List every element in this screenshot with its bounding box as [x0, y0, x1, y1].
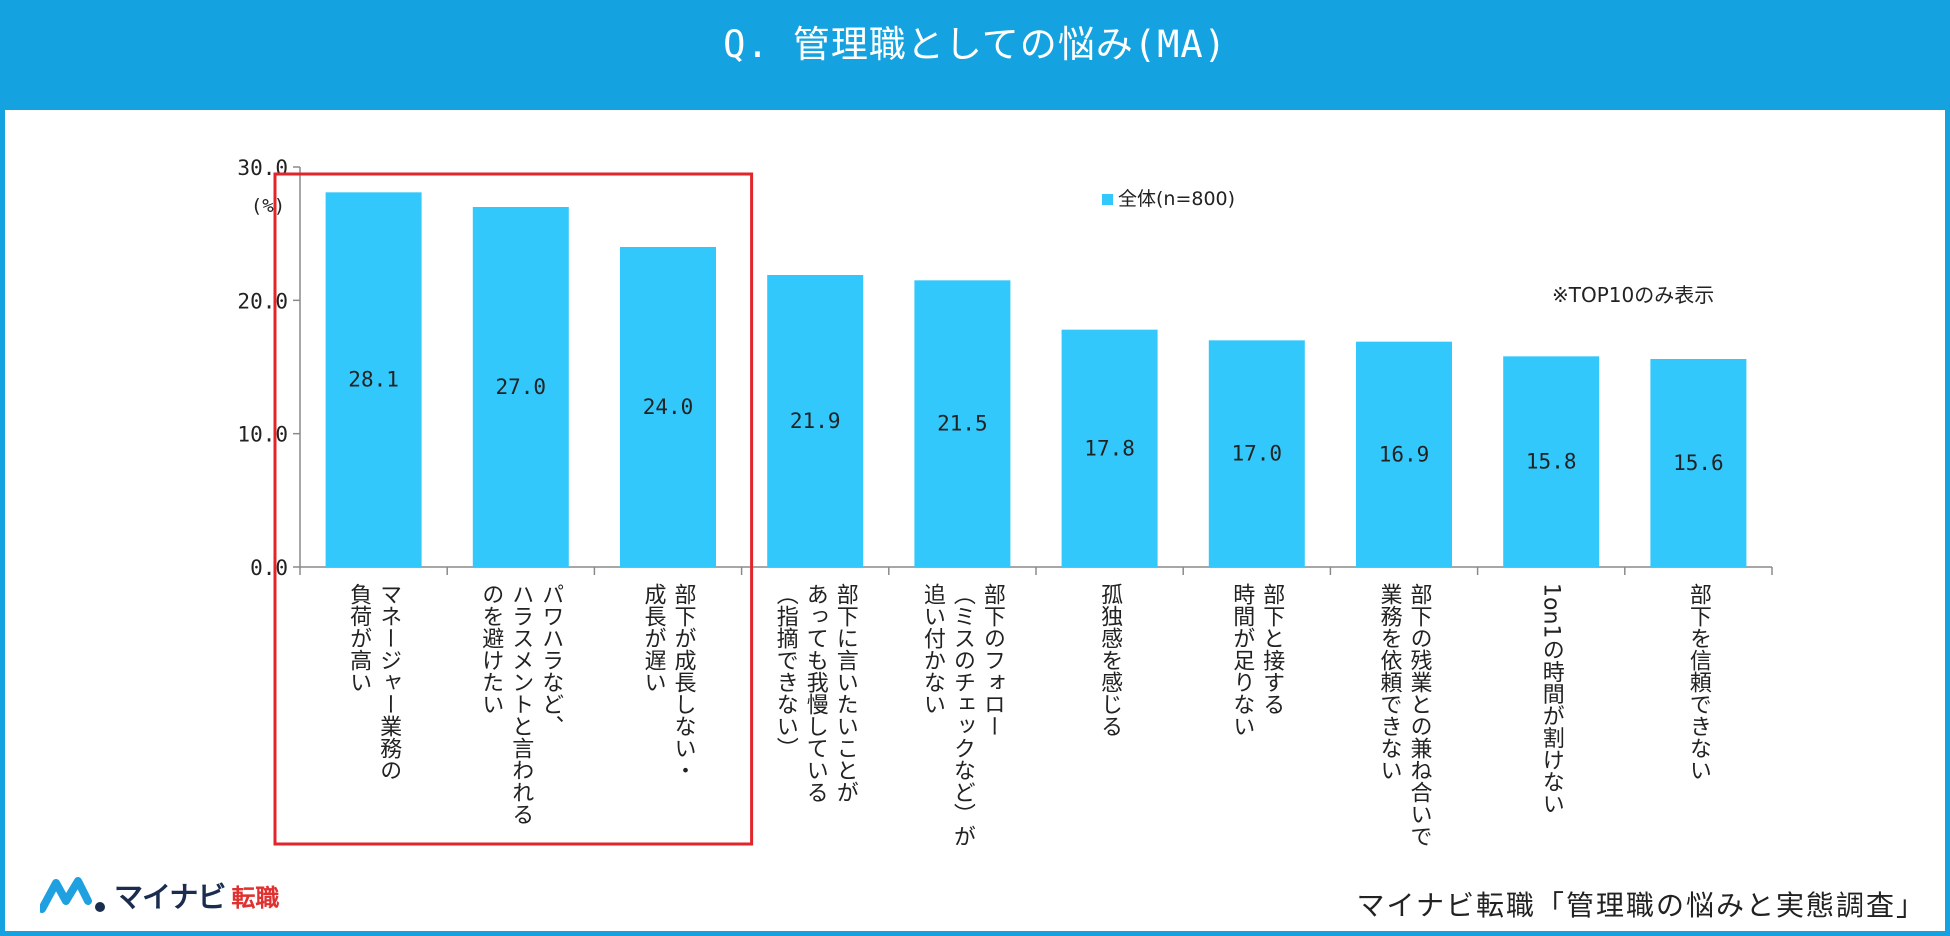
category-label: （ミスのチェックなど）が	[950, 583, 976, 847]
chart-note: ※TOP10のみ表示	[1552, 283, 1714, 307]
mynavi-logo: マイナビ 転職	[40, 870, 279, 920]
category-label: 成長が遅い	[641, 583, 667, 693]
y-tick-label: 20.0	[237, 289, 288, 313]
category-label: 部下のフォロー	[980, 583, 1005, 737]
category-label: 追い付かない	[920, 583, 946, 715]
category-label: 孤独感を感じる	[1097, 583, 1123, 737]
bar-value-label: 15.6	[1673, 451, 1724, 475]
bar-value-label: 27.0	[496, 375, 547, 399]
category-label: （指摘できない）	[773, 583, 799, 759]
bar-value-label: 15.8	[1526, 450, 1577, 474]
mynavi-logo-icon	[40, 877, 105, 913]
bar	[472, 207, 569, 567]
category-label: 部下を信頼できない	[1686, 583, 1712, 781]
bar-value-label: 21.9	[790, 409, 841, 433]
bar	[767, 275, 864, 567]
bar	[1356, 341, 1452, 567]
category-label: マネージャー業務の	[376, 583, 402, 781]
bar	[1503, 356, 1600, 567]
category-label: 時間が足りない	[1229, 583, 1255, 737]
category-label: 部下に言いたいことが	[833, 583, 858, 803]
y-tick-label: 10.0	[237, 423, 288, 447]
bar	[914, 280, 1011, 567]
category-label: 部下と接する	[1259, 583, 1285, 715]
logo-text: マイナビ	[114, 880, 226, 914]
legend-swatch	[1102, 194, 1113, 205]
bar-value-label: 17.0	[1232, 442, 1283, 466]
y-tick-label: 30.0	[237, 156, 288, 180]
y-tick-label: 0.0	[250, 556, 288, 580]
bar-value-label: 17.8	[1084, 436, 1135, 460]
page-title: Q. 管理職としての悩み(MA)	[723, 23, 1227, 66]
category-label: ハラスメントと言われる	[508, 583, 533, 825]
header-bar: Q. 管理職としての悩み(MA)	[0, 0, 1950, 110]
bar	[1650, 359, 1747, 567]
logo-subtext: 転職	[231, 883, 280, 912]
highlight-box	[273, 172, 754, 846]
bar-value-label: 24.0	[643, 395, 694, 419]
category-label: のを避けたい	[478, 583, 504, 715]
source-credit: マイナビ転職「管理職の悩みと実態調査」	[1356, 889, 1926, 922]
bar	[620, 247, 716, 567]
category-label: 部下が成長しない・	[671, 583, 697, 781]
bar	[1061, 329, 1158, 567]
bar-value-label: 28.1	[348, 368, 399, 392]
category-label: 部下の残業との兼ね合いで	[1407, 583, 1433, 847]
bar	[1208, 340, 1305, 567]
y-axis-unit-label: (%)	[251, 195, 285, 217]
category-label: 業務を依頼できない	[1377, 583, 1403, 781]
bar	[325, 192, 422, 568]
bar-value-label: 21.5	[937, 412, 988, 436]
category-label: パワハラなど、	[538, 583, 563, 737]
bar-value-label: 16.9	[1379, 442, 1430, 466]
category-label: 1on1の時間が割けない	[1539, 583, 1564, 814]
category-label: 負荷が高い	[346, 583, 372, 693]
legend-label: 全体(n=800)	[1118, 188, 1235, 210]
category-label: あっても我慢している	[803, 583, 829, 803]
